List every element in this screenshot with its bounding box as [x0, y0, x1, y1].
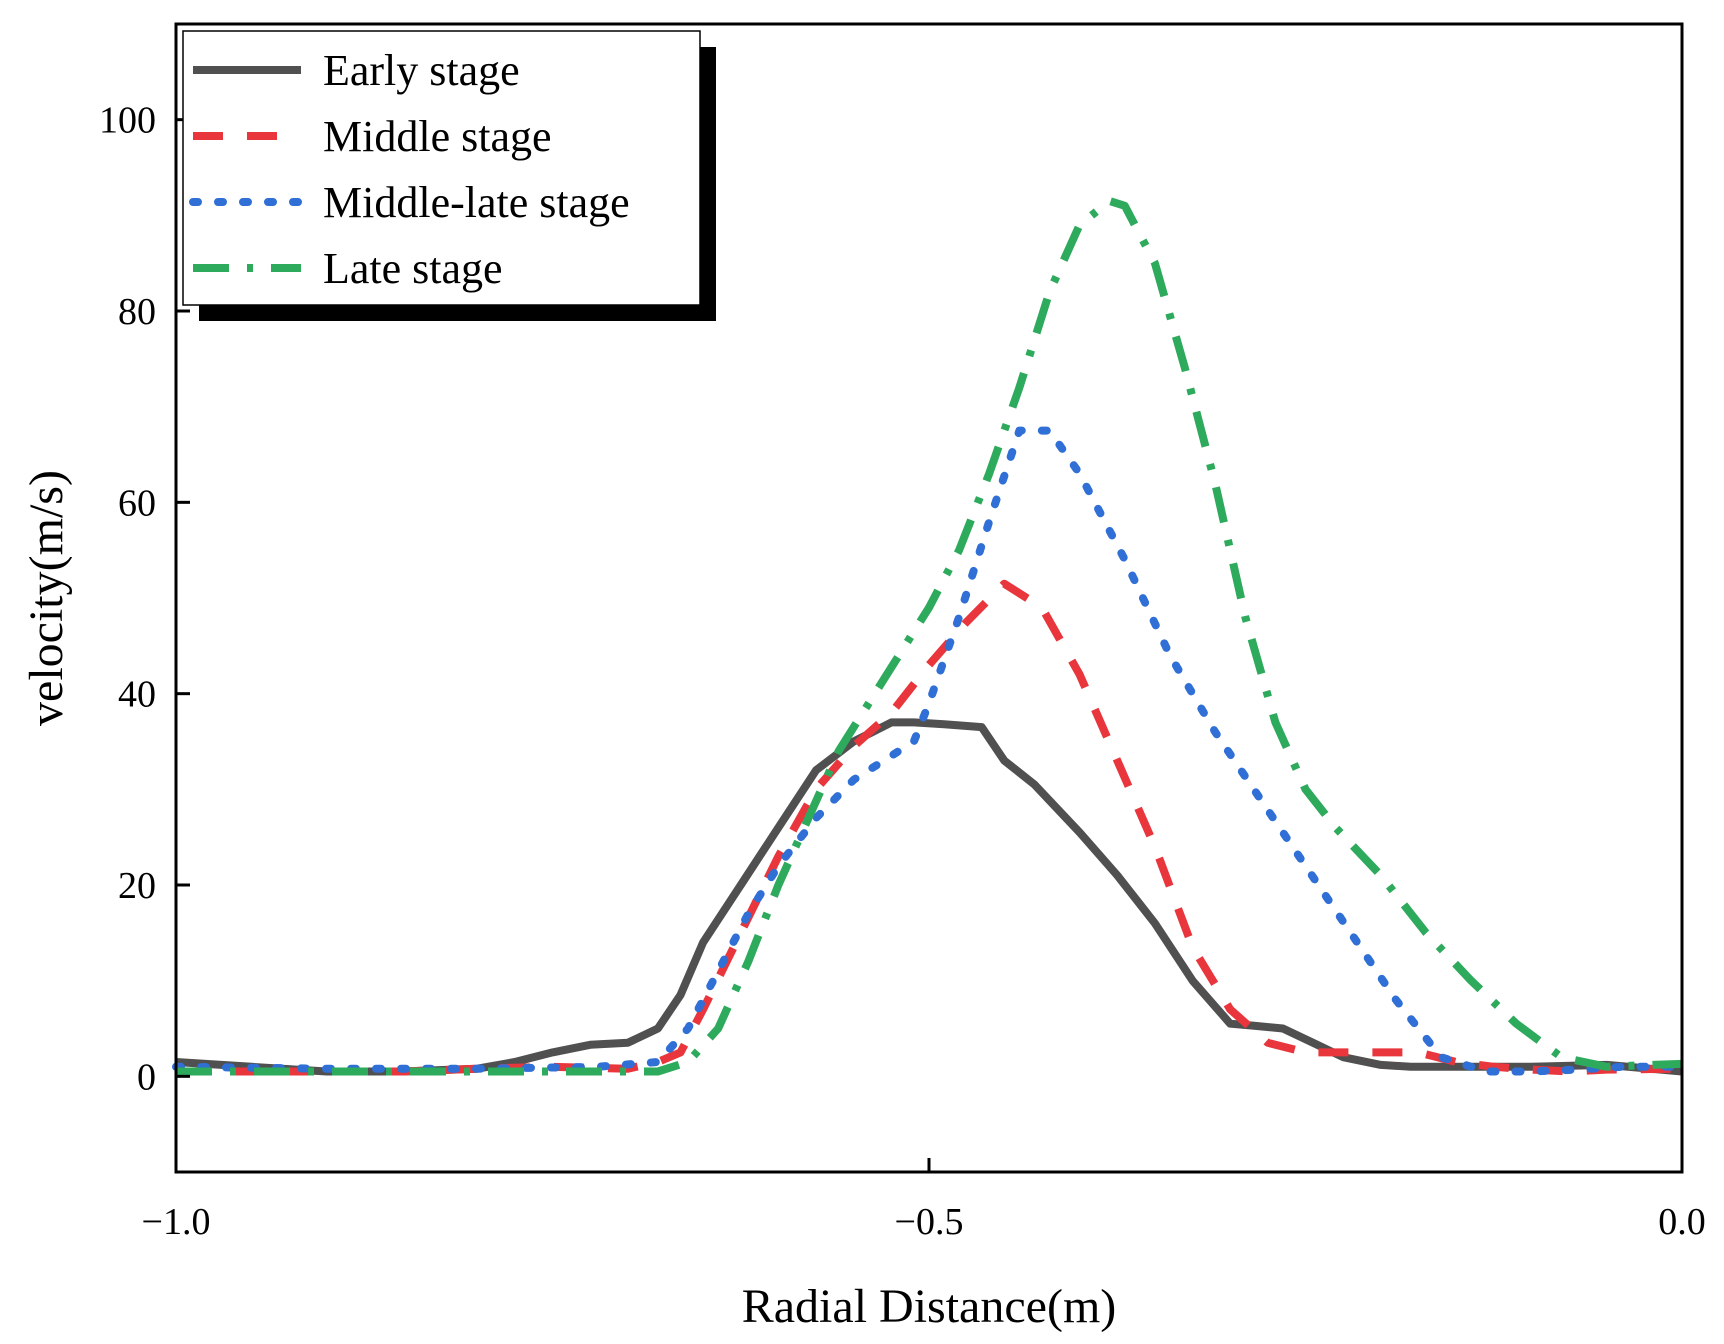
x-tick-label: −1.0 [142, 1201, 211, 1243]
y-axis: 0 20 40 60 80 100 [99, 100, 190, 1098]
series-line-4 [176, 197, 1683, 1076]
y-tick-label: 0 [137, 1056, 156, 1098]
x-axis: −1.0 −0.5 0.0 [142, 1158, 1706, 1243]
y-tick-label: 100 [99, 100, 156, 142]
series-layer [172, 197, 1686, 1076]
series-line-1 [175, 718, 1683, 1076]
y-tick-label: 80 [118, 291, 156, 333]
y-tick-label: 40 [118, 674, 156, 716]
x-axis-title: Radial Distance(m) [742, 1280, 1117, 1333]
legend: Early stage Middle stage Middle-late stage… [182, 30, 716, 321]
legend-label-4: Late stage [323, 244, 503, 293]
y-tick-label: 20 [118, 865, 156, 907]
legend-box [182, 30, 701, 306]
x-tick-label: −0.5 [895, 1201, 964, 1243]
series-line-2 [176, 579, 1683, 1076]
series-line-3 [172, 426, 1686, 1076]
x-tick-label: 0.0 [1658, 1201, 1706, 1243]
y-axis-title: velocity(m/s) [20, 470, 73, 726]
legend-label-3: Middle-late stage [323, 178, 630, 227]
legend-label-1: Early stage [323, 46, 520, 95]
y-tick-label: 60 [118, 482, 156, 524]
legend-label-2: Middle stage [323, 112, 552, 161]
